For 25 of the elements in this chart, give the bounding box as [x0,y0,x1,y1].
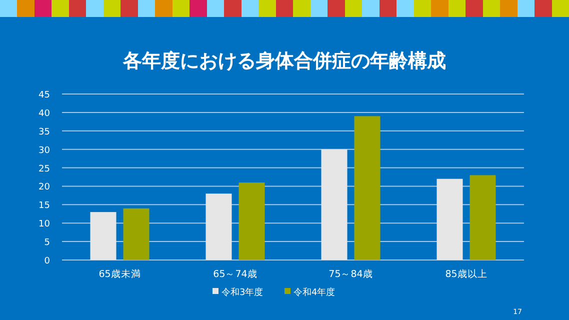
y-tick-label: 0 [44,256,50,266]
y-tick-label: 35 [38,127,50,138]
y-tick-label: 20 [38,182,50,193]
bar [436,178,463,260]
legend-label: 令和4年度 [294,287,336,298]
bar [238,182,265,260]
y-tick-label: 5 [44,238,50,248]
bar [123,208,150,260]
y-tick-label: 45 [38,90,50,100]
x-tick-label: 85歳以上 [445,268,488,280]
bar [206,194,232,260]
bar [321,149,348,260]
x-tick-label: 65歳未満 [98,268,141,280]
bar [354,116,380,260]
y-tick-label: 25 [38,164,50,174]
y-tick-label: 40 [38,108,50,119]
x-tick-label: 65～74歳 [213,268,258,280]
y-tick-label: 10 [38,220,50,230]
x-tick-label: 75～84歳 [328,268,373,280]
legend-label: 令和3年度 [222,287,264,298]
y-tick-label: 30 [38,146,50,156]
chart-title: 各年度における身体合併症の年齢構成 [122,50,446,72]
bar [90,212,116,260]
bar [470,175,496,260]
y-tick-label: 15 [38,201,50,212]
